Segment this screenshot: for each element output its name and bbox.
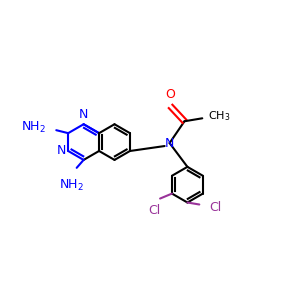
Text: NH$_2$: NH$_2$ (59, 178, 84, 193)
Text: N: N (165, 136, 174, 150)
Text: N: N (79, 108, 88, 121)
Text: CH$_3$: CH$_3$ (208, 110, 231, 123)
Text: O: O (166, 88, 176, 101)
Text: Cl: Cl (148, 203, 160, 217)
Text: Cl: Cl (209, 201, 221, 214)
Text: NH$_2$: NH$_2$ (21, 120, 46, 135)
Text: N: N (57, 145, 66, 158)
